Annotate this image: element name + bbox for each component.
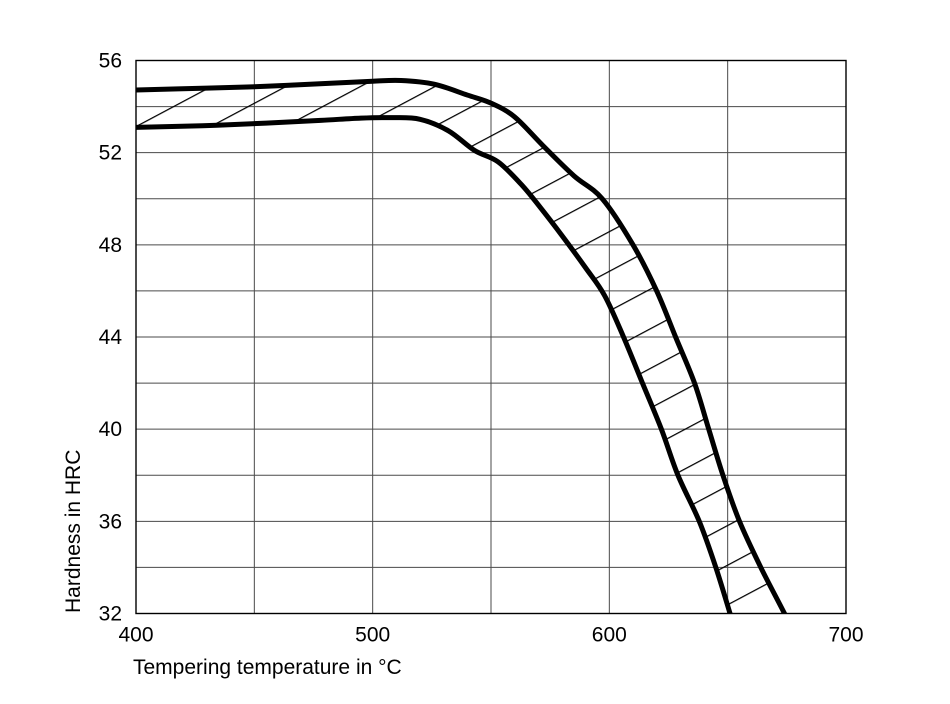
- hardness-band: [136, 80, 785, 614]
- y-tick-label: 48: [99, 234, 122, 257]
- y-tick-label: 44: [99, 326, 123, 349]
- y-tick-label: 32: [99, 603, 122, 626]
- plot-frame: [135, 59, 847, 615]
- tick-labels: 400 500 600 700 56 52 48 44 40 36 32: [99, 50, 864, 647]
- y-tick-label: 36: [99, 510, 122, 533]
- y-tick-label: 52: [99, 142, 122, 165]
- y-axis-title: Hardness in HRC: [62, 449, 85, 613]
- upper-curve: [136, 77, 788, 614]
- x-tick-label: 700: [828, 624, 863, 647]
- x-axis-title: Tempering temperature in °C: [133, 656, 402, 679]
- x-tick-label: 400: [118, 624, 153, 647]
- y-tick-label: 40: [99, 418, 122, 441]
- y-tick-label: 56: [99, 50, 122, 73]
- x-tick-label: 500: [355, 624, 390, 647]
- lower-curve: [136, 115, 733, 614]
- x-tick-label: 600: [592, 624, 627, 647]
